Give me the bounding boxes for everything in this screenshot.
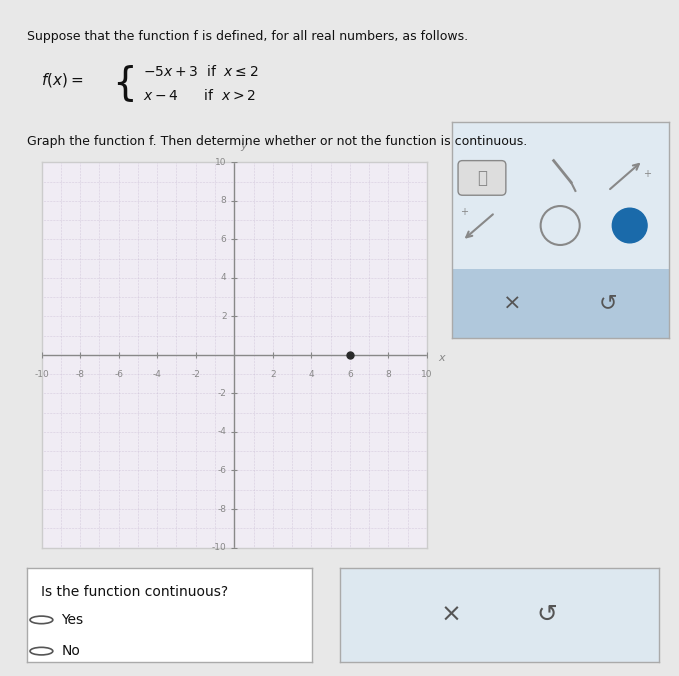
Text: 10: 10 bbox=[215, 158, 227, 167]
Text: ↺: ↺ bbox=[536, 603, 557, 627]
Text: $f(x)=$: $f(x)=$ bbox=[41, 71, 83, 89]
Text: +: + bbox=[460, 207, 469, 217]
Text: 10: 10 bbox=[421, 370, 433, 379]
Text: 6: 6 bbox=[347, 370, 352, 379]
Text: No: No bbox=[61, 644, 80, 658]
Text: {: { bbox=[112, 64, 136, 102]
Text: 2: 2 bbox=[221, 312, 227, 321]
Text: Is the function continuous?: Is the function continuous? bbox=[41, 585, 229, 599]
Text: -8: -8 bbox=[75, 370, 85, 379]
Text: Yes: Yes bbox=[61, 613, 84, 627]
Text: 4: 4 bbox=[308, 370, 314, 379]
Text: -2: -2 bbox=[191, 370, 200, 379]
Text: $x-4$      if  $x>2$: $x-4$ if $x>2$ bbox=[143, 88, 256, 103]
Text: 2: 2 bbox=[270, 370, 276, 379]
Text: y: y bbox=[240, 141, 246, 151]
Text: +: + bbox=[643, 168, 650, 178]
Text: ⬜: ⬜ bbox=[477, 169, 487, 187]
Text: 6: 6 bbox=[221, 235, 227, 244]
Text: -10: -10 bbox=[34, 370, 49, 379]
FancyBboxPatch shape bbox=[458, 161, 506, 195]
Text: $-5x+3$  if  $x\leq 2$: $-5x+3$ if $x\leq 2$ bbox=[143, 64, 258, 79]
Text: ↺: ↺ bbox=[599, 293, 617, 314]
Text: 8: 8 bbox=[221, 196, 227, 206]
Text: Suppose that the function f is defined, for all real numbers, as follows.: Suppose that the function f is defined, … bbox=[27, 30, 469, 43]
Text: -6: -6 bbox=[217, 466, 227, 475]
Text: -6: -6 bbox=[114, 370, 123, 379]
Text: x: x bbox=[439, 353, 445, 363]
Text: -4: -4 bbox=[218, 427, 227, 437]
Text: 8: 8 bbox=[386, 370, 391, 379]
Text: ×: × bbox=[503, 293, 521, 314]
Circle shape bbox=[612, 208, 647, 243]
Text: ×: × bbox=[441, 603, 462, 627]
Text: 4: 4 bbox=[221, 273, 227, 283]
Text: -4: -4 bbox=[153, 370, 162, 379]
Text: -8: -8 bbox=[217, 504, 227, 514]
FancyBboxPatch shape bbox=[452, 269, 669, 338]
Text: -2: -2 bbox=[218, 389, 227, 398]
Text: -10: -10 bbox=[212, 543, 227, 552]
Text: Graph the function f. Then determine whether or not the function is continuous.: Graph the function f. Then determine whe… bbox=[27, 135, 528, 148]
